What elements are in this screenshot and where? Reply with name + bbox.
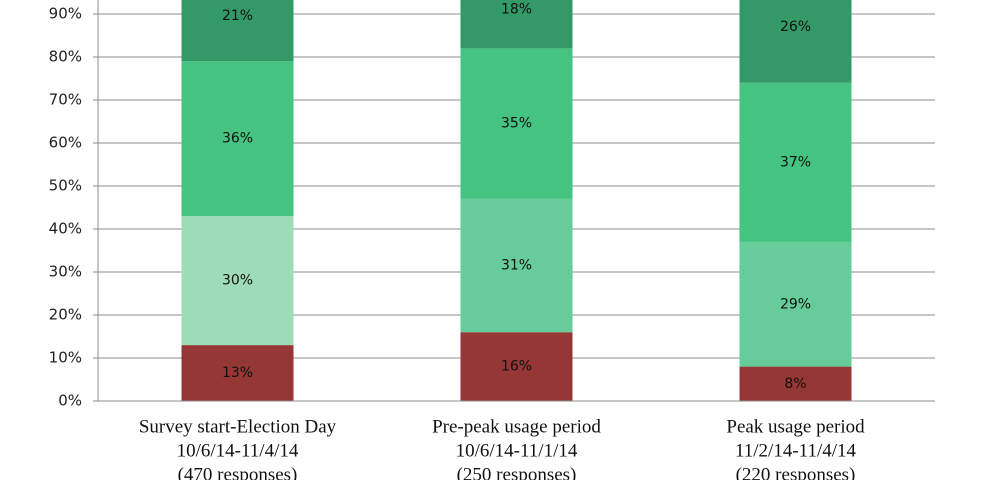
y-tick-label: 40% (49, 220, 82, 238)
bar-segment (739, 241, 852, 367)
value-label: 16% (501, 359, 532, 375)
bar-segment (460, 0, 573, 49)
bar-segment (181, 345, 294, 401)
bar-segment (460, 332, 573, 401)
bar-segment (460, 48, 573, 199)
y-tick-label: 30% (49, 263, 82, 281)
y-tick-label: 10% (49, 349, 82, 367)
x-tick-label: Survey start-Election Day (139, 416, 337, 437)
y-tick-label: 60% (49, 134, 82, 152)
value-label: 13% (222, 365, 253, 381)
x-tick-label: 11/2/14-11/4/14 (735, 440, 857, 461)
bar-segment (181, 61, 294, 217)
x-tick-label: Peak usage period (726, 416, 865, 437)
value-label: 26% (780, 19, 811, 35)
y-tick-label: 80% (49, 48, 82, 66)
y-tick-label: 70% (49, 91, 82, 109)
bar-segment (181, 216, 294, 346)
value-label: 37% (780, 154, 811, 170)
value-label: 36% (222, 131, 253, 147)
value-label: 35% (501, 116, 532, 132)
value-label: 8% (784, 376, 806, 392)
value-label: 31% (501, 258, 532, 274)
bar-segment (739, 366, 852, 401)
x-tick-label: (220 responses) (736, 464, 856, 480)
x-tick-label: 10/6/14-11/4/14 (177, 440, 299, 461)
value-label: 30% (222, 273, 253, 289)
y-tick-label: 50% (49, 177, 82, 195)
y-tick-label: 90% (49, 5, 82, 23)
x-tick-label: 10/6/14-11/1/14 (456, 440, 578, 461)
bar-segment (181, 0, 294, 62)
value-label: 21% (222, 8, 253, 24)
x-tick-label: Pre-peak usage period (432, 416, 601, 437)
y-tick-label: 0% (58, 392, 82, 410)
x-tick-label: (250 responses) (457, 464, 577, 480)
bar-segment (460, 198, 573, 333)
bar-segment (739, 0, 852, 83)
bar-segment (739, 82, 852, 242)
value-label: 29% (780, 296, 811, 312)
x-tick-label: (470 responses) (178, 464, 298, 480)
y-tick-label: 20% (49, 306, 82, 324)
value-label: 18% (501, 2, 532, 18)
